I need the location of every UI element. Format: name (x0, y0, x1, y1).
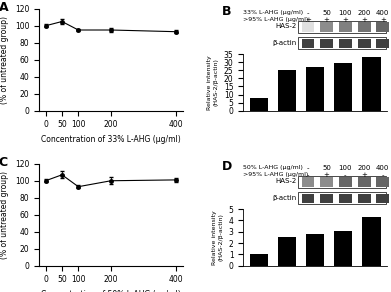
Bar (334, 63, 352, 111)
Y-axis label: Cell viability
(% of untreated group): Cell viability (% of untreated group) (0, 16, 9, 104)
Bar (376, 39, 389, 48)
Bar (301, 22, 314, 32)
Text: β-actin: β-actin (272, 195, 296, 201)
Bar (339, 22, 352, 32)
Text: -: - (307, 165, 309, 171)
Text: HAS-2: HAS-2 (275, 23, 296, 29)
Y-axis label: Cell viability
(% of untreated group): Cell viability (% of untreated group) (0, 171, 9, 259)
Text: 400: 400 (376, 10, 389, 16)
Bar (320, 194, 333, 203)
Text: 33% L-AHG (μg/ml): 33% L-AHG (μg/ml) (243, 10, 303, 15)
Text: -: - (344, 172, 347, 178)
Bar (362, 217, 380, 266)
Bar (339, 178, 352, 187)
Text: 50: 50 (322, 10, 331, 16)
Bar (306, 234, 324, 266)
Bar (358, 39, 371, 48)
Text: +: + (305, 17, 311, 23)
Bar (306, 67, 324, 111)
Text: >95% L-AHG (μg/ml): >95% L-AHG (μg/ml) (243, 172, 308, 177)
Bar (278, 70, 296, 111)
Text: +: + (380, 17, 386, 23)
Bar (376, 178, 389, 187)
Text: A: A (0, 1, 9, 14)
Text: +: + (361, 17, 367, 23)
Text: >95% L-AHG (μg/ml): >95% L-AHG (μg/ml) (243, 17, 308, 22)
Text: D: D (222, 160, 232, 173)
Text: -: - (307, 10, 309, 16)
Bar (339, 39, 352, 48)
Text: +: + (324, 17, 330, 23)
Text: 50% L-AHG (μg/ml): 50% L-AHG (μg/ml) (243, 165, 303, 170)
Bar (278, 237, 296, 266)
Text: +: + (361, 172, 367, 178)
Y-axis label: Relative intensity
(HAS-2/β-actin): Relative intensity (HAS-2/β-actin) (212, 210, 223, 265)
X-axis label: Concentration of 33% L-AHG (μg/ml): Concentration of 33% L-AHG (μg/ml) (41, 135, 181, 144)
Bar (301, 194, 314, 203)
Bar (298, 37, 386, 49)
Bar (362, 58, 380, 111)
Text: 100: 100 (339, 165, 352, 171)
Text: -: - (382, 172, 384, 178)
Text: 200: 200 (357, 165, 371, 171)
Bar (320, 39, 333, 48)
Bar (301, 39, 314, 48)
Bar (250, 98, 268, 111)
Bar (334, 231, 352, 266)
Text: -: - (307, 172, 309, 178)
Y-axis label: Relative intensity
(HAS-2/β-actin): Relative intensity (HAS-2/β-actin) (208, 55, 218, 110)
Bar (376, 22, 389, 32)
Bar (320, 22, 333, 32)
Bar (298, 192, 386, 204)
Text: C: C (0, 156, 8, 168)
Text: 200: 200 (357, 10, 371, 16)
Bar (298, 176, 386, 188)
Bar (358, 22, 371, 32)
Bar (320, 178, 333, 187)
Text: HAS-2: HAS-2 (275, 178, 296, 184)
Text: β-actin: β-actin (272, 40, 296, 46)
X-axis label: Concentration of 50% L-AHG (μg/ml): Concentration of 50% L-AHG (μg/ml) (41, 290, 181, 292)
Bar (376, 194, 389, 203)
Text: +: + (324, 172, 330, 178)
Text: 400: 400 (376, 165, 389, 171)
Bar (358, 178, 371, 187)
Text: +: + (343, 17, 348, 23)
Bar (358, 194, 371, 203)
Bar (250, 254, 268, 266)
Bar (298, 21, 386, 33)
Text: 100: 100 (339, 10, 352, 16)
Bar (339, 194, 352, 203)
Text: 50: 50 (322, 165, 331, 171)
Text: B: B (222, 6, 231, 18)
Bar (301, 178, 314, 187)
